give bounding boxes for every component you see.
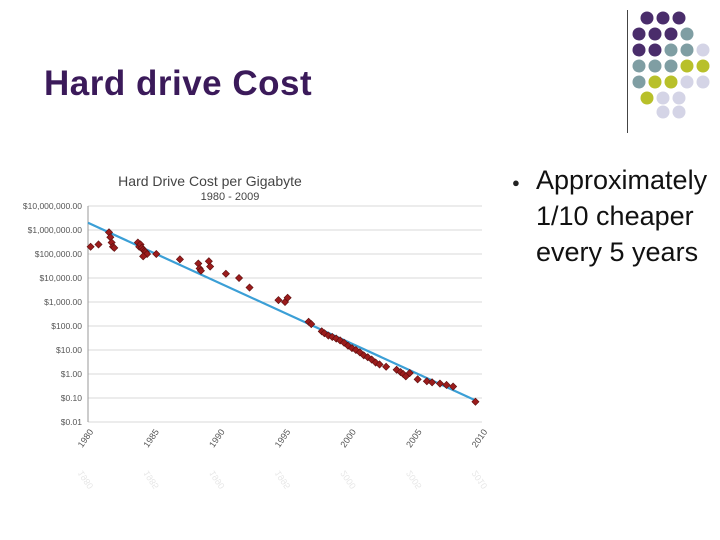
data-point [320, 329, 329, 338]
chart-container: Hard Drive Cost per Gigabyte 1980 - 2009… [20, 160, 500, 540]
data-point [413, 375, 422, 384]
decor-dot [648, 59, 662, 73]
data-point [363, 353, 372, 362]
x-tick-reflection: 1995 [273, 469, 293, 491]
data-point [449, 382, 458, 391]
decor-dot [632, 59, 646, 73]
decor-dot [680, 75, 694, 89]
x-tick-reflection: 1990 [207, 469, 227, 491]
y-tick-label: $10,000.00 [39, 273, 82, 283]
data-point [307, 320, 316, 329]
decor-dot [680, 43, 694, 57]
data-point [355, 348, 364, 357]
decor-dot [648, 75, 662, 89]
data-point [221, 269, 230, 278]
y-tick-label: $0.01 [61, 417, 83, 427]
data-point [206, 262, 215, 271]
data-point [283, 293, 292, 302]
decor-dot [680, 27, 694, 41]
chart-subtitle: 1980 - 2009 [201, 191, 260, 203]
decor-dot [664, 59, 678, 73]
y-tick-label: $100,000.00 [35, 249, 83, 259]
data-point [471, 397, 480, 406]
chart-title: Hard Drive Cost per Gigabyte [118, 173, 302, 189]
x-tick-reflection: 2000 [338, 469, 358, 491]
data-point [86, 242, 95, 251]
data-point [274, 296, 283, 305]
x-tick-label: 1995 [273, 427, 293, 449]
header-divider-line [627, 10, 628, 133]
data-point [245, 283, 254, 292]
decor-dot [696, 75, 710, 89]
cost-per-gigabyte-chart: Hard Drive Cost per Gigabyte 1980 - 2009… [23, 173, 490, 491]
data-point [94, 240, 103, 249]
decor-dot [672, 91, 686, 105]
data-point [196, 266, 205, 275]
y-tick-label: $1,000,000.00 [28, 225, 83, 235]
x-tick-label: 2010 [470, 427, 490, 449]
x-tick-label: 2000 [338, 427, 358, 449]
decor-dot [680, 59, 694, 73]
y-tick-label: $10,000,000.00 [23, 201, 82, 211]
data-point [382, 362, 391, 371]
decorative-dot-grid [632, 11, 710, 119]
x-tick-reflection: 1980 [76, 469, 96, 491]
y-tick-label: $10.00 [56, 345, 82, 355]
decor-dot [656, 11, 670, 25]
data-point [110, 243, 119, 252]
decor-dot [632, 27, 646, 41]
decor-dot [664, 75, 678, 89]
decor-dot [648, 43, 662, 57]
data-point [235, 273, 244, 283]
data-point [344, 341, 353, 350]
data-point [435, 379, 444, 388]
decor-dot [656, 91, 670, 105]
x-tick-label: 2005 [404, 427, 424, 449]
bullet-text: Approximately 1/10 cheaper every 5 years [536, 165, 708, 267]
data-point [405, 368, 414, 378]
y-tick-label: $100.00 [51, 321, 82, 331]
slide-title: Hard drive Cost [44, 64, 313, 103]
decor-dot [696, 43, 710, 57]
y-tick-label: $1.00 [61, 369, 83, 379]
x-tick-reflection: 2005 [404, 469, 424, 491]
y-tick-label: $1,000.00 [44, 297, 82, 307]
x-tick-label: 1990 [207, 427, 227, 449]
data-point [428, 378, 437, 387]
decor-dot [672, 11, 686, 25]
decor-dot [664, 27, 678, 41]
decor-dot [632, 43, 646, 57]
data-point [152, 249, 161, 259]
data-point [375, 360, 384, 369]
data-point [139, 252, 148, 261]
decor-dot [656, 105, 670, 119]
bullet-marker: ● [512, 175, 520, 190]
x-tick-reflection: 1985 [141, 469, 161, 491]
data-point [175, 255, 184, 264]
x-tick-label: 1985 [141, 427, 161, 449]
x-tick-label: 1980 [76, 427, 96, 449]
decor-dot [640, 11, 654, 25]
decor-dot [696, 59, 710, 73]
decor-dot [640, 91, 654, 105]
y-tick-label: $0.10 [61, 393, 83, 403]
data-point [422, 377, 431, 386]
decor-dot [672, 105, 686, 119]
data-point [347, 344, 357, 353]
decor-dot [648, 27, 662, 41]
decor-dot [664, 43, 678, 57]
x-tick-reflection: 2010 [470, 469, 490, 491]
data-point [367, 355, 376, 364]
decor-dot [632, 75, 646, 89]
data-point [324, 331, 333, 340]
data-point [442, 380, 451, 389]
